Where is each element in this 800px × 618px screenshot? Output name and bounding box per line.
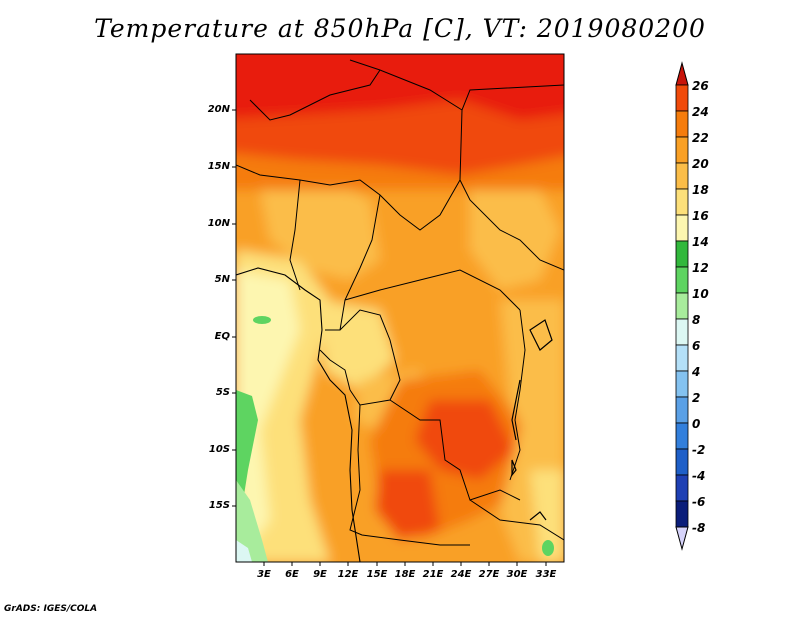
lat-label-10s: 10S <box>208 444 230 455</box>
colorbar-label: 20 <box>692 157 709 171</box>
lon-label-6e: 6E <box>285 569 299 580</box>
lon-label-21e: 21E <box>422 569 444 580</box>
lat-label-15n: 15N <box>207 161 230 172</box>
footer-credit: GrADS: IGES/COLA <box>4 604 98 614</box>
colorbar-label: -4 <box>692 469 706 483</box>
colorbar-label: 26 <box>692 79 709 93</box>
colorbar-segment <box>675 292 689 320</box>
colorbar-label: 18 <box>692 183 709 197</box>
colorbar-segment <box>675 110 689 138</box>
colorbar-label: 10 <box>692 287 709 301</box>
colorbar-label: -8 <box>692 521 706 535</box>
colorbar-segment <box>675 396 689 424</box>
colorbar-segment <box>675 214 689 242</box>
lat-label-5n: 5N <box>214 274 230 285</box>
colorbar-label: 6 <box>692 339 701 353</box>
colorbar-segment <box>675 500 689 528</box>
colorbar-top-arrow <box>675 61 689 86</box>
map-frame <box>235 53 565 563</box>
colorbar-label: 22 <box>692 131 709 145</box>
colorbar <box>675 61 689 551</box>
lon-label-18e: 18E <box>394 569 416 580</box>
colorbar-segment <box>675 344 689 372</box>
lon-label-15e: 15E <box>366 569 388 580</box>
lon-label-3e: 3E <box>257 569 271 580</box>
lakes <box>511 319 553 521</box>
colorbar-segment <box>675 422 689 450</box>
coastline <box>236 267 361 562</box>
colorbar-segment <box>675 84 689 112</box>
colorbar-label: 14 <box>692 235 709 249</box>
colorbar-label: 4 <box>692 365 701 379</box>
lon-label-24e: 24E <box>450 569 472 580</box>
colorbar-label: 8 <box>692 313 701 327</box>
lon-label-30e: 30E <box>506 569 528 580</box>
colorbar-bottom-arrow <box>675 526 689 551</box>
chart-title: Temperature at 850hPa [C], VT: 201908020… <box>94 14 706 43</box>
lat-label-20n: 20N <box>207 104 230 115</box>
lat-label-5s: 5S <box>215 387 230 398</box>
lat-ticks <box>232 109 236 507</box>
lon-label-27e: 27E <box>478 569 500 580</box>
lon-label-12e: 12E <box>337 569 359 580</box>
lat-label-15s: 15S <box>208 500 230 511</box>
colorbar-label: 0 <box>692 417 701 431</box>
colorbar-segment <box>675 162 689 190</box>
temperature-field <box>236 54 564 562</box>
colorbar-label: -2 <box>692 443 706 457</box>
colorbar-label: -6 <box>692 495 706 509</box>
lon-ticks <box>263 562 547 566</box>
colorbar-segment <box>675 188 689 216</box>
lon-label-9e: 9E <box>313 569 327 580</box>
colorbar-label: 2 <box>692 391 701 405</box>
colorbar-segment <box>675 240 689 268</box>
colorbar-segment <box>675 266 689 294</box>
colorbar-segment <box>675 136 689 164</box>
colorbar-segment <box>675 370 689 398</box>
colorbar-label: 12 <box>692 261 709 275</box>
colorbar-segment <box>675 318 689 346</box>
lat-label-eq: EQ <box>214 331 230 342</box>
colorbar-segment <box>675 448 689 476</box>
colorbar-label: 24 <box>692 105 709 119</box>
colorbar-segment <box>675 474 689 502</box>
colorbar-label: 16 <box>692 209 709 223</box>
lon-label-33e: 33E <box>535 569 557 580</box>
lat-label-10n: 10N <box>207 218 230 229</box>
